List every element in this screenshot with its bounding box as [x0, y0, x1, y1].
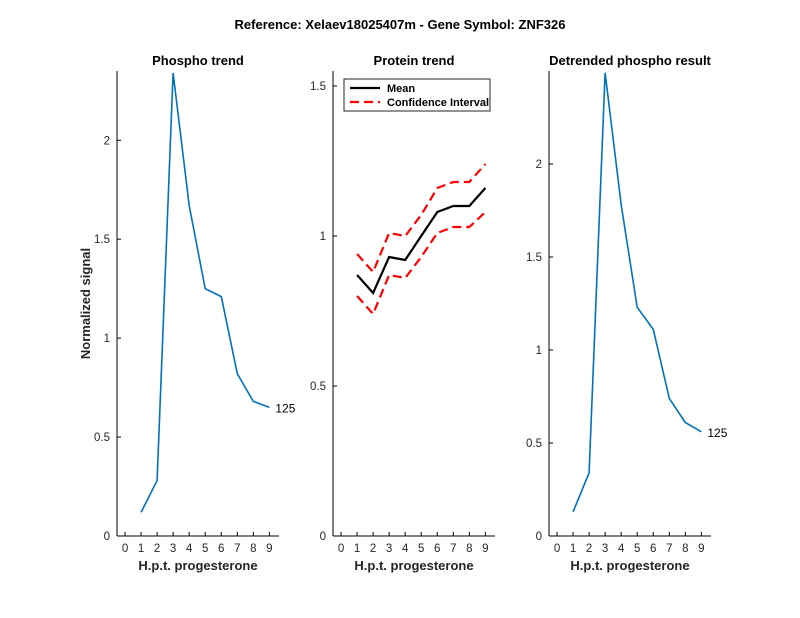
y-tick-label: 1 [104, 333, 110, 345]
figure-title: Reference: Xelaev18025407m - Gene Symbol… [235, 17, 566, 32]
x-tick-label: 6 [218, 543, 224, 555]
x-tick-label: 9 [698, 543, 704, 555]
y-tick-label: 0.5 [310, 381, 326, 393]
y-tick-label: 2 [536, 159, 542, 171]
x-tick-label: 2 [370, 543, 376, 555]
x-tick-label: 9 [266, 543, 272, 555]
x-tick-label: 6 [650, 543, 656, 555]
x-tick-label: 9 [482, 543, 488, 555]
x-tick-label: 0 [554, 543, 560, 555]
x-tick-label: 2 [154, 543, 160, 555]
x-tick-label: 5 [202, 543, 208, 555]
legend: Mean Confidence Interval [343, 78, 491, 112]
y-tick-label: 1 [320, 231, 326, 243]
x-tick-label: 8 [466, 543, 472, 555]
x-tick-label: 7 [234, 543, 240, 555]
panel-title: Detrended phospho result [549, 53, 711, 68]
y-tick-label: 1.5 [94, 234, 110, 246]
y-tick-label: 0 [536, 531, 542, 543]
x-tick-label: 1 [570, 543, 576, 555]
y-tick-label: 0 [104, 531, 110, 543]
x-tick-label: 7 [450, 543, 456, 555]
data-annotation-label: 125 [275, 401, 295, 415]
panel-title: Protein trend [374, 53, 455, 68]
x-tick-label: 3 [170, 543, 176, 555]
x-tick-label: 5 [634, 543, 640, 555]
y-tick-label: 1 [536, 345, 542, 357]
series-line-confidence-interval [356, 163, 487, 275]
series-line-phospho [140, 72, 270, 513]
x-tick-label: 5 [418, 543, 424, 555]
x-tick-label: 1 [354, 543, 360, 555]
y-tick-label: 1.5 [526, 252, 542, 264]
x-axis-label: H.p.t. progesterone [138, 558, 257, 573]
x-tick-label: 3 [386, 543, 392, 555]
x-tick-label: 3 [602, 543, 608, 555]
y-tick-label: 1.5 [310, 81, 326, 93]
x-tick-label: 1 [138, 543, 144, 555]
x-tick-label: 8 [682, 543, 688, 555]
panel-title: Phospho trend [152, 53, 244, 68]
x-tick-label: 4 [402, 543, 409, 555]
series-line-detrended [572, 72, 702, 513]
x-tick-label: 4 [186, 543, 193, 555]
legend-entry-label: Mean [387, 83, 415, 95]
x-axis-label: H.p.t. progesterone [354, 558, 473, 573]
y-tick-label: 0 [320, 531, 326, 543]
x-tick-label: 0 [338, 543, 344, 555]
x-tick-label: 0 [122, 543, 128, 555]
x-tick-label: 2 [586, 543, 592, 555]
y-tick-label: 0.5 [526, 438, 542, 450]
legend-entry-label: Confidence Interval [387, 97, 489, 109]
series-line-mean [356, 187, 487, 296]
y-axis-label: Normalized signal [78, 248, 93, 359]
x-tick-label: 4 [618, 543, 625, 555]
y-tick-label: 2 [104, 135, 110, 147]
x-axis-label: H.p.t. progesterone [570, 558, 689, 573]
x-tick-label: 6 [434, 543, 440, 555]
x-tick-label: 8 [250, 543, 256, 555]
x-tick-label: 7 [666, 543, 672, 555]
data-annotation-label: 125 [707, 426, 727, 440]
legend-box [343, 78, 491, 112]
y-tick-label: 0.5 [94, 432, 110, 444]
